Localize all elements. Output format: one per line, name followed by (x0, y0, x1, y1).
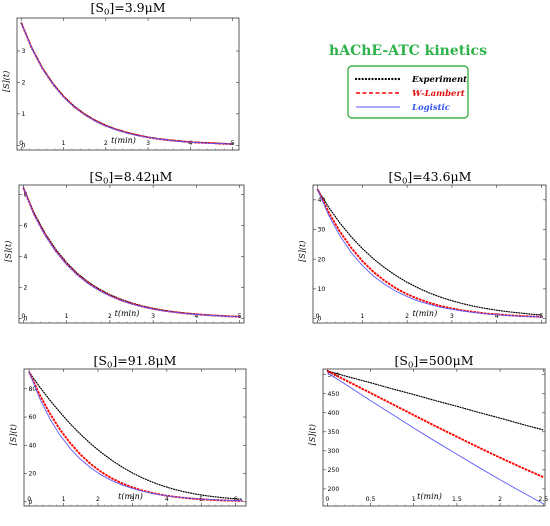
x-tick-label: 2 (104, 140, 108, 147)
series-experiment (316, 188, 543, 316)
x-tick-label: 5 (540, 313, 544, 320)
y-tick-label: 250 (328, 467, 340, 474)
plot-frame (312, 184, 547, 324)
x-tick-label: 1 (65, 313, 69, 320)
x-axis-label: t(min) (118, 492, 143, 501)
panel-title: [S0]=3.9μM (90, 0, 165, 18)
y-tick-label: 60 (29, 414, 37, 421)
series-w-lambert (326, 370, 544, 478)
legend-label-logistic: Logistic (411, 103, 451, 113)
series-w-lambert (20, 22, 233, 145)
x-tick-label: 0 (21, 313, 25, 320)
x-tick-label: 2.5 (538, 496, 548, 503)
y-tick-label: 20 (29, 471, 37, 478)
y-tick-label: 0 (24, 316, 28, 323)
x-tick-label: 1 (62, 140, 66, 147)
legend: hAChE-ATC kinetics Experiment W-Lambert Lo… (329, 43, 487, 119)
plot-frame (322, 368, 546, 507)
y-tick-label: 10 (318, 286, 326, 293)
y-tick-label: 350 (328, 429, 340, 436)
legend-label-w-lambert: W-Lambert (412, 89, 465, 99)
x-tick-label: 2 (108, 313, 112, 320)
x-tick-label: 3 (450, 313, 454, 320)
x-axis-label: t(min) (417, 492, 442, 501)
y-tick-label: 300 (328, 448, 340, 455)
x-tick-label: 3 (130, 496, 134, 503)
chart-panel-5: [S0]=500μM 0 0.5 1 1.5 2 2.5 200 250 300 350 400 450… (308, 353, 548, 507)
y-axis-label: [S](t) (308, 424, 317, 445)
x-tick-label: 3 (146, 140, 150, 147)
y-tick-label: 0 (29, 499, 33, 506)
series-logistic (22, 187, 240, 318)
y-tick-label: 40 (318, 197, 326, 204)
y-axis-label: [S](t) (2, 71, 11, 92)
x-axis-label: t(min) (412, 309, 437, 318)
y-tick-label: 30 (318, 227, 326, 234)
series-w-lambert (316, 188, 542, 318)
y-tick-label: 450 (328, 391, 340, 398)
y-tick-label: 0 (318, 316, 322, 323)
y-tick-label: 80 (29, 386, 37, 393)
panel-title: [S0]=43.6μM (389, 169, 472, 187)
legend-label-experiment: Experiment (411, 75, 467, 85)
x-tick-label: 0.5 (366, 496, 376, 503)
y-tick-label: 20 (318, 256, 326, 263)
x-tick-label: 1.5 (452, 496, 462, 503)
x-tick-label: 1 (62, 496, 66, 503)
x-axis-label: t(min) (115, 309, 140, 318)
y-tick-label: 1 (22, 111, 26, 118)
y-tick-label: 400 (328, 410, 340, 417)
y-tick-label: 3 (22, 48, 26, 55)
y-axis-label: [S](t) (9, 424, 18, 445)
x-tick-label: 0 (19, 140, 23, 147)
x-tick-label: 1 (412, 496, 416, 503)
y-axis-label: [S](t) (298, 241, 307, 262)
panel-title: [S0]=8.42μM (90, 169, 173, 187)
panel-title: [S0]=500μM (394, 353, 473, 371)
plot-frame (23, 368, 247, 507)
x-axis-label: t(min) (111, 136, 136, 145)
x-tick-label: 0 (316, 313, 320, 320)
x-tick-label: 3 (151, 313, 155, 320)
legend-entries: Experiment W-Lambert Logistic (354, 75, 467, 113)
x-tick-label: 4 (495, 313, 499, 320)
y-tick-label: 2 (22, 80, 26, 87)
series-experiment (326, 370, 544, 431)
legend-title: hAChE-ATC kinetics (329, 43, 487, 59)
y-tick-label: 0 (22, 142, 26, 149)
x-tick-label: 1 (360, 313, 364, 320)
plot-frame (16, 17, 240, 151)
x-tick-label: 4 (165, 496, 169, 503)
y-tick-label: 40 (29, 442, 37, 449)
y-tick-label: 4 (24, 254, 28, 261)
series-w-lambert (22, 187, 240, 318)
series-experiment (28, 371, 244, 500)
x-tick-label: 4 (188, 140, 192, 147)
y-tick-label: 200 (328, 486, 340, 493)
x-tick-label: 2 (96, 496, 100, 503)
x-tick-label: 2 (405, 313, 409, 320)
y-tick-label: 500 (328, 372, 340, 379)
series-logistic (327, 372, 544, 505)
series-logistic (317, 188, 542, 318)
x-tick-label: 0 (27, 496, 31, 503)
y-tick-label: 2 (24, 285, 28, 292)
x-tick-label: 4 (194, 313, 198, 320)
plot-frame (18, 184, 245, 324)
y-tick-label: 6 (24, 223, 28, 230)
y-axis-label: [S](t) (4, 241, 13, 262)
panel-title: [S0]=91.8μM (94, 353, 177, 371)
series-logistic (20, 22, 233, 145)
x-tick-label: 6 (234, 496, 238, 503)
x-tick-label: 2 (498, 496, 502, 503)
x-tick-label: 0 (325, 496, 329, 503)
series-logistic (28, 371, 243, 502)
